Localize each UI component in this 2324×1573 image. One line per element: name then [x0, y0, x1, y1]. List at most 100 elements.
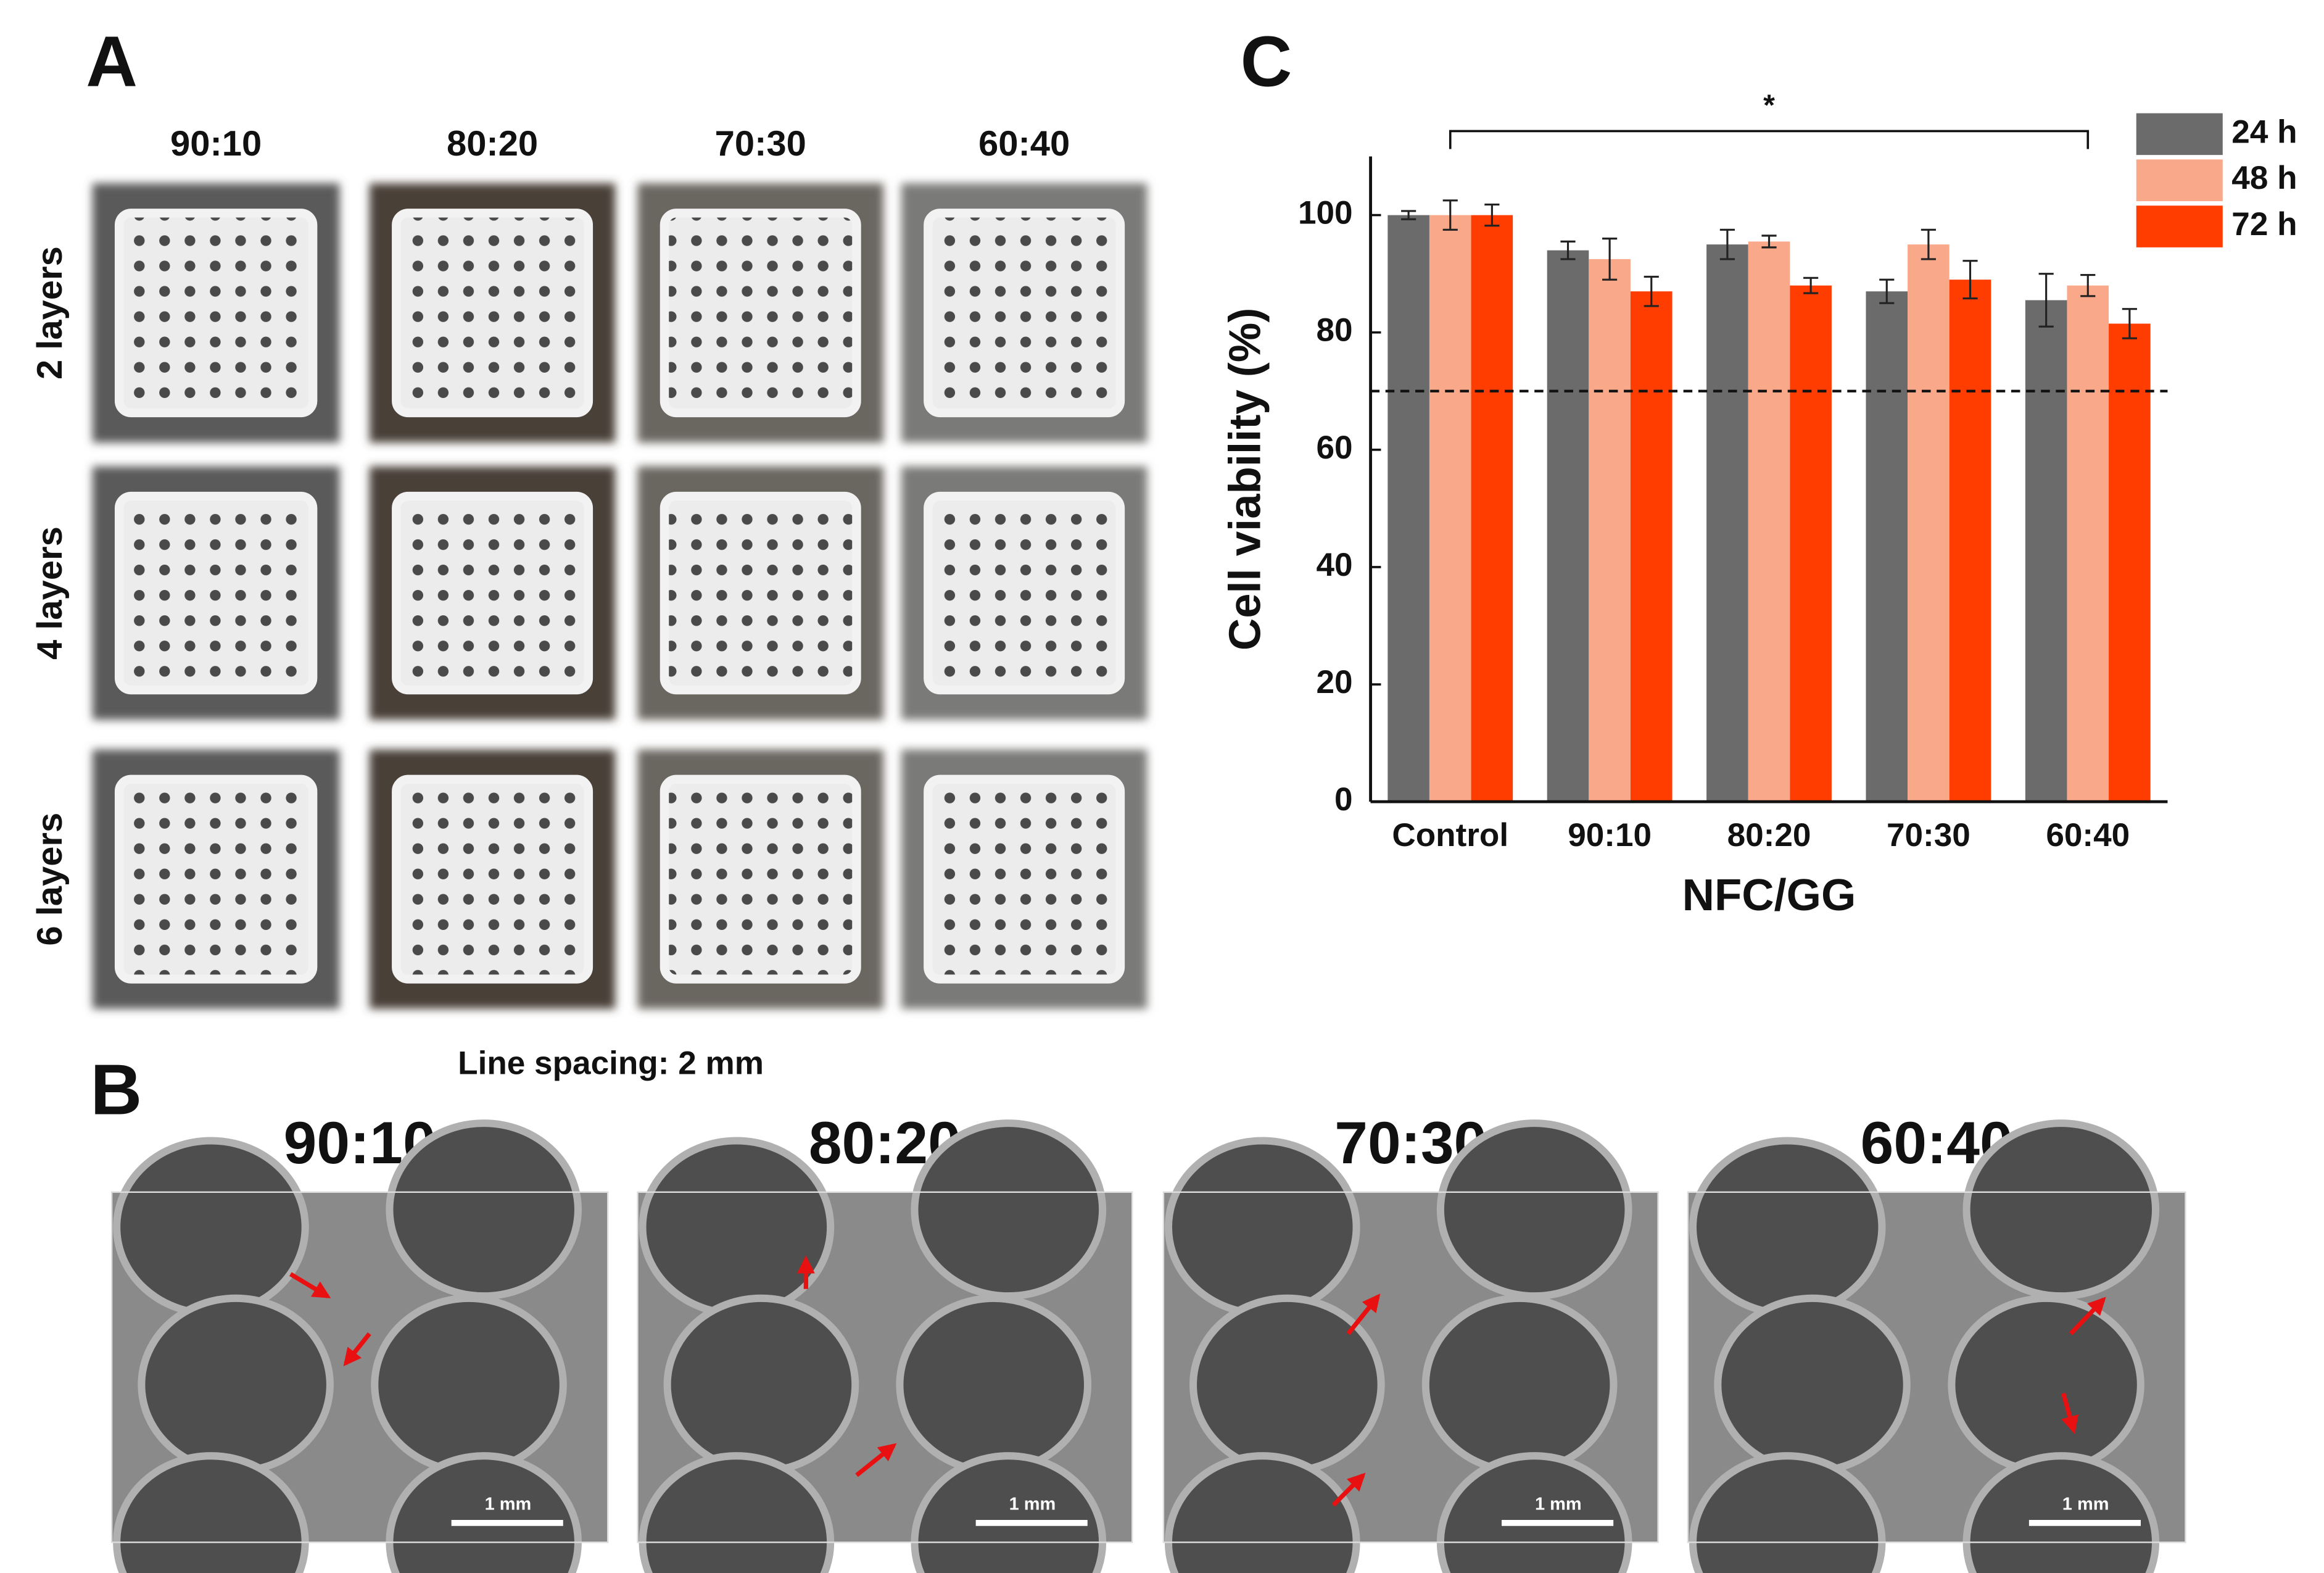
panel-label: C [1241, 21, 1292, 101]
bar [1429, 215, 1471, 802]
error-bar [1560, 240, 1576, 260]
error-bar [1401, 210, 1416, 220]
panel-label: A [86, 21, 138, 101]
sem-pore [386, 1119, 582, 1300]
error-bar [1719, 228, 1735, 260]
red-arrow [1331, 1472, 1366, 1507]
sem-pore [896, 1294, 1092, 1475]
error-bar [1761, 234, 1777, 249]
scaffold-grid [114, 209, 318, 418]
sem-pore [113, 1137, 309, 1318]
legend-swatch [2136, 159, 2223, 201]
bar [1387, 215, 1429, 802]
sem-frame [110, 1191, 609, 1543]
error-bar [1644, 275, 1659, 307]
scale-bar-label: 1 mm [485, 1495, 532, 1514]
error-bar [2122, 308, 2137, 339]
red-arrow [289, 1272, 331, 1298]
sem-pore [1189, 1294, 1385, 1475]
column-label: 70:30 [715, 124, 806, 164]
scale-bar-label: 1 mm [1535, 1495, 1582, 1514]
y-tick-label: 20 [1317, 664, 1353, 700]
scaffold-grid [924, 209, 1125, 418]
caption: Line spacing: 2 mm [458, 1045, 764, 1082]
column-label: 60:40 [978, 124, 1070, 164]
legend-swatch [2136, 113, 2223, 156]
bar [2067, 285, 2109, 802]
scale-bar-label: 1 mm [2062, 1495, 2109, 1514]
y-tick-label: 60 [1317, 430, 1353, 466]
sem-pore [1962, 1119, 2160, 1300]
x-tick-label: 60:40 [2046, 817, 2130, 853]
column-label: 80:20 [447, 124, 538, 164]
column-label: 90:10 [170, 124, 262, 164]
row-label: 4 layers [30, 526, 70, 660]
scaffold-grid [114, 774, 318, 984]
sem-pore [639, 1137, 835, 1318]
legend-label: 48 h [2231, 160, 2297, 196]
panel-label: B [91, 1049, 143, 1129]
sem-frame [1687, 1191, 2186, 1543]
sem-pore [1689, 1137, 1886, 1318]
bar [1547, 250, 1589, 802]
sem-pore [911, 1119, 1107, 1300]
sem-pore [1436, 1119, 1632, 1300]
scaffold-grid [924, 774, 1125, 984]
x-tick-label: 90:10 [1568, 817, 1652, 853]
x-tick-label: 70:30 [1887, 817, 1970, 853]
scaffold-grid [392, 209, 593, 418]
error-bar [1484, 203, 1500, 227]
sem-pore [1421, 1294, 1618, 1475]
x-axis-label: NFC/GG [1682, 870, 1856, 920]
bar [1908, 244, 1950, 802]
bar [2025, 300, 2067, 802]
bar [1706, 244, 1748, 802]
error-bar [1442, 199, 1458, 231]
scaffold-grid [924, 491, 1125, 695]
error-bar [2038, 273, 2054, 328]
legend-label: 72 h [2231, 206, 2297, 243]
bar [1589, 259, 1631, 802]
bar [1471, 215, 1513, 802]
significance-bracket [1449, 130, 2090, 149]
scaffold-grid [660, 491, 861, 695]
scaffold-grid [114, 491, 318, 695]
red-arrow [343, 1332, 371, 1367]
error-bar [1921, 228, 1936, 260]
red-arrow [2069, 1297, 2106, 1335]
sem-pore [1164, 1137, 1360, 1318]
bar [1790, 285, 1832, 802]
legend-swatch [2136, 205, 2223, 247]
bar [2109, 323, 2151, 802]
sem-pore [1714, 1294, 1911, 1475]
scaffold-grid [392, 774, 593, 984]
y-tick-label: 40 [1317, 547, 1353, 583]
red-arrow [855, 1443, 897, 1477]
error-bar [1803, 276, 1819, 294]
y-axis-label: Cell viability (%) [1220, 308, 1270, 650]
error-bar [1602, 238, 1618, 281]
red-arrow [2061, 1392, 2079, 1434]
sem-frame [637, 1191, 1133, 1543]
bar [1949, 280, 1991, 802]
x-tick-label: Control [1392, 817, 1508, 853]
y-tick-label: 100 [1298, 195, 1353, 231]
scaffold-grid [392, 491, 593, 695]
sem-pore [1948, 1294, 2144, 1475]
row-label: 6 layers [30, 813, 70, 946]
row-label: 2 layers [30, 246, 70, 380]
scale-bar-label: 1 mm [1009, 1495, 1056, 1514]
scaffold-grid [660, 209, 861, 418]
red-arrow [1346, 1293, 1381, 1335]
bar [1630, 291, 1673, 802]
y-tick-label: 0 [1334, 781, 1353, 818]
sem-frame [1162, 1191, 1659, 1543]
error-bar [1962, 260, 1978, 300]
legend-label: 24 h [2231, 114, 2297, 150]
error-bar [2080, 273, 2096, 297]
bar [1866, 291, 1908, 802]
scaffold-grid [660, 774, 861, 984]
sem-pore [663, 1294, 859, 1475]
significance-label: * [1763, 89, 1775, 122]
